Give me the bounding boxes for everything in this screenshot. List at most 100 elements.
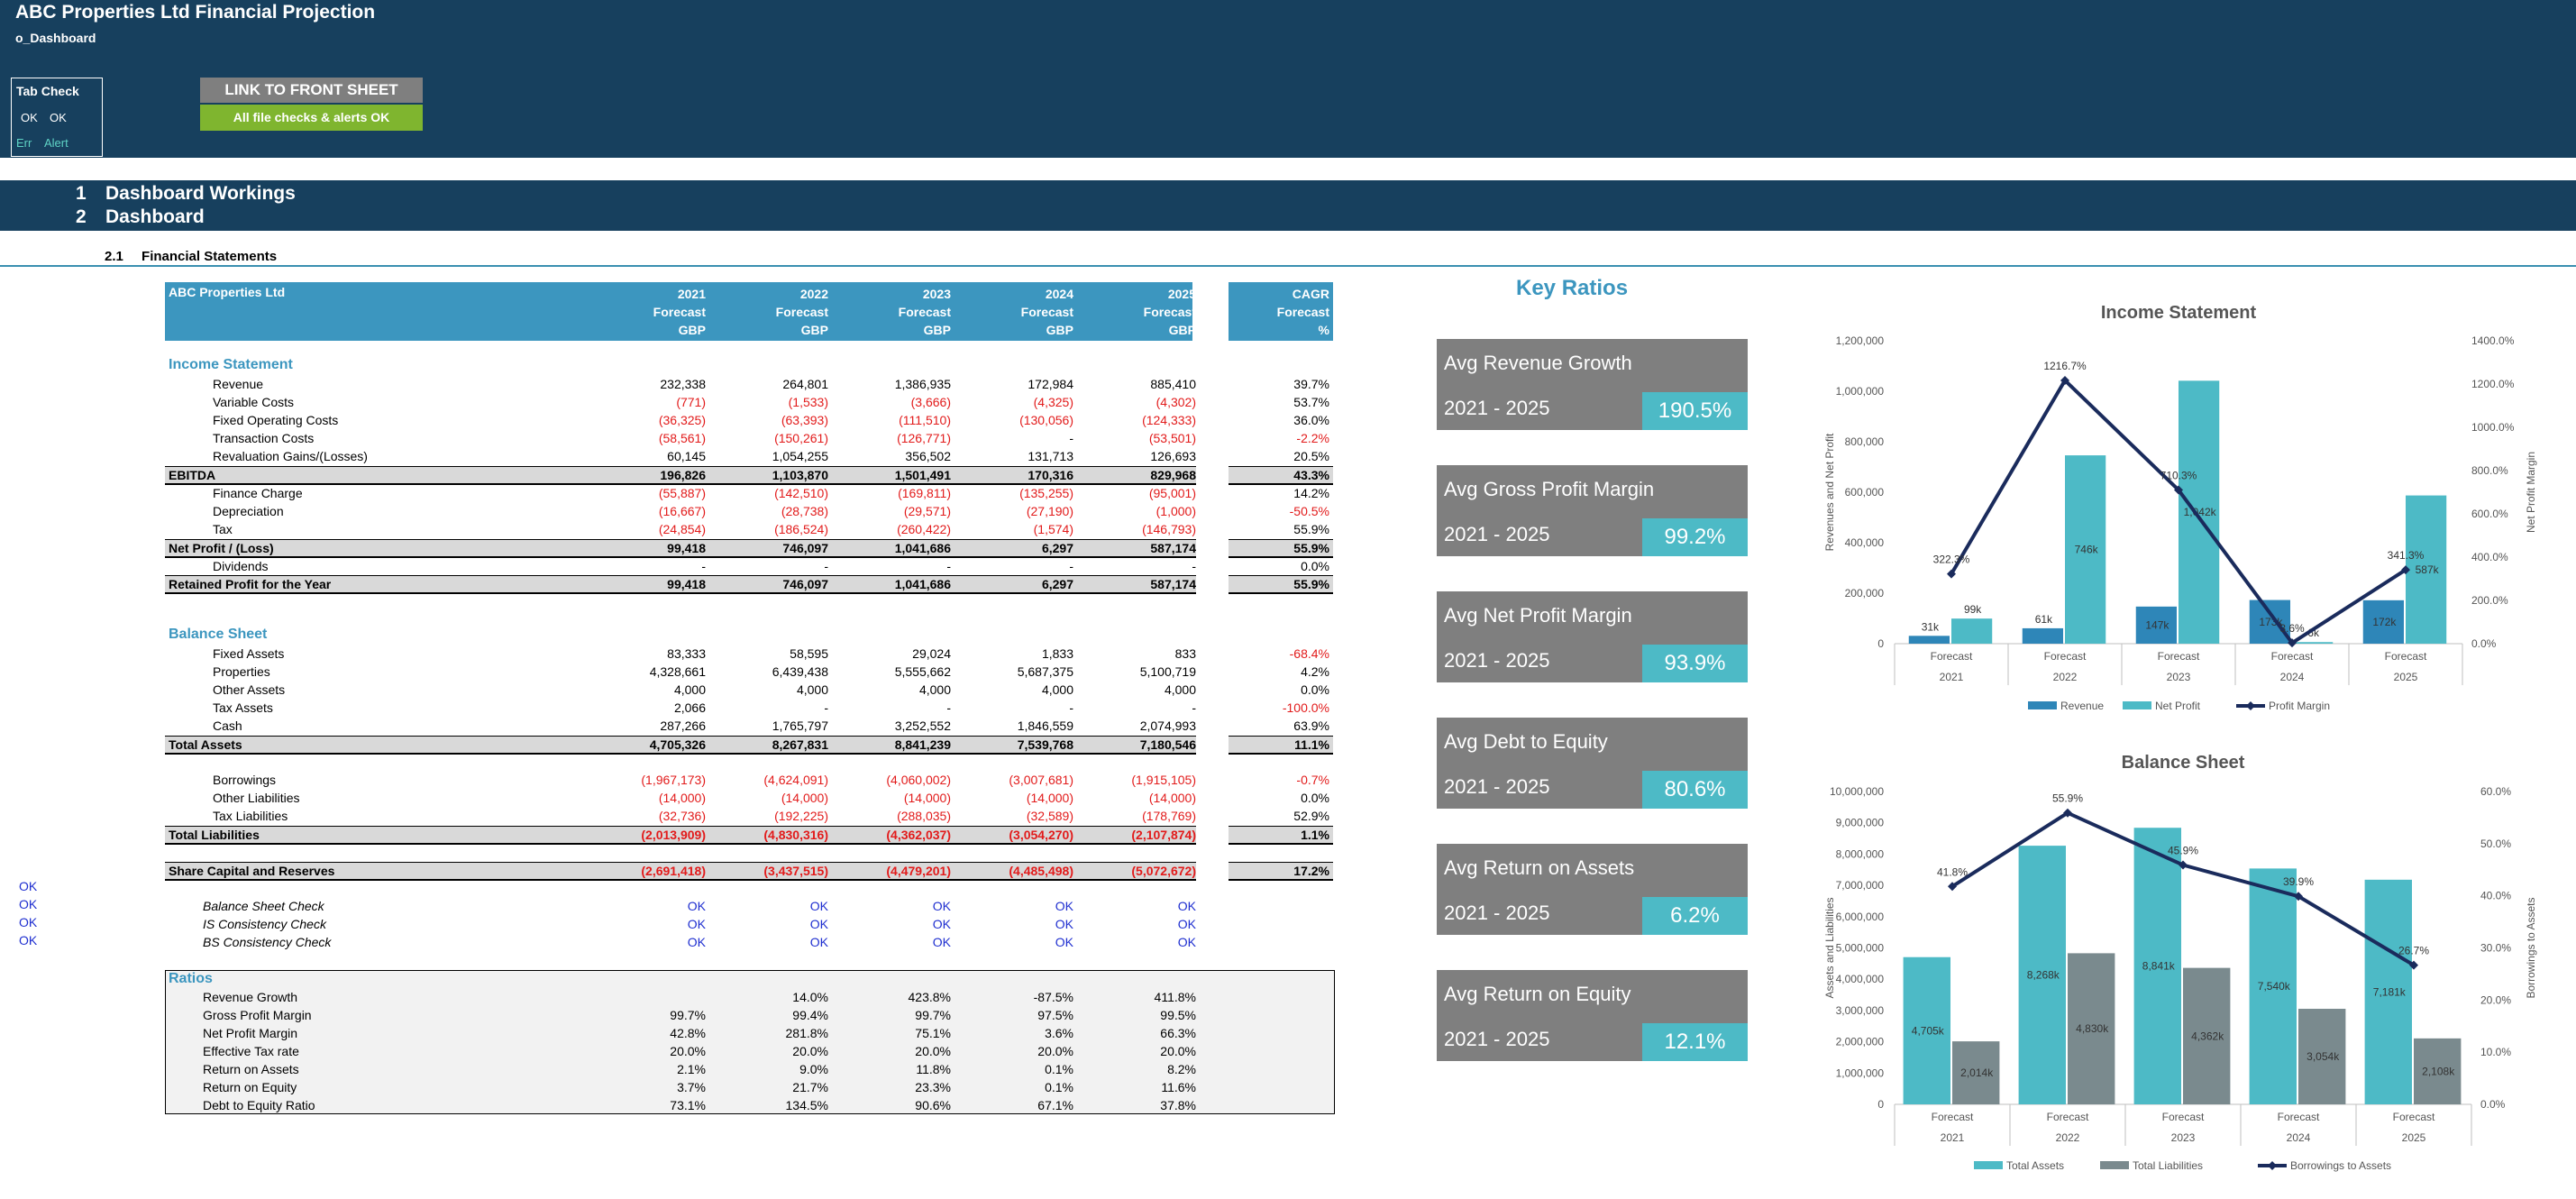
chart-bar — [2179, 380, 2220, 644]
row-value: (186,524) — [774, 522, 828, 536]
row-label: Return on Assets — [203, 1062, 299, 1076]
row-value: 746,097 — [782, 577, 828, 591]
row-label: Revenue — [213, 377, 264, 391]
subsection-number: 2.1 — [105, 249, 123, 264]
legend-label: Total Liabilities — [2133, 1159, 2203, 1172]
row-value: (2,107,874) — [1131, 828, 1196, 842]
row-gap — [1196, 466, 1229, 485]
row-value: (4,302) — [1156, 395, 1196, 409]
row-value: 885,410 — [1150, 377, 1196, 391]
tab-check-ok: OK — [50, 111, 67, 124]
line-data-label: 39.9% — [2283, 875, 2314, 888]
row-value: OK — [1177, 917, 1196, 931]
row-value: 21.7% — [792, 1080, 828, 1094]
x-tick-sub-label: Forecast — [2047, 1111, 2089, 1123]
row-value: 99.7% — [670, 1008, 706, 1022]
key-ratio-label: Avg Revenue Growth — [1444, 352, 1632, 374]
row-value: (32,736) — [658, 809, 706, 823]
row-value: 5,100,719 — [1139, 664, 1196, 679]
y2-tick-label: 0.0% — [2480, 1098, 2506, 1111]
y-tick-label: 2,000,000 — [1836, 1036, 1885, 1048]
row-value: (58,561) — [658, 431, 706, 445]
x-tick-sub-label: Forecast — [2044, 650, 2087, 663]
key-ratio-card: Avg Return on Assets 2021 - 2025 6.2% — [1437, 844, 1748, 935]
row-value: (771) — [676, 395, 706, 409]
row-label: Other Assets — [213, 682, 286, 697]
app-title: ABC Properties Ltd Financial Projection — [15, 2, 376, 23]
currency-label: GBP — [1046, 323, 1073, 337]
row-cagr: 0.0% — [1301, 791, 1329, 805]
subsection-header: 2.1 Financial Statements — [105, 249, 277, 264]
row-cagr: 20.5% — [1293, 449, 1329, 463]
row-value: 29,024 — [912, 646, 951, 661]
x-tick-label: 2024 — [2287, 1131, 2311, 1144]
ratio-row: Debt to Equity Ratio 73.1% 134.5% 90.6% 67.1… — [165, 1096, 1333, 1114]
chart-bar — [2414, 1038, 2462, 1104]
ratio-row: Gross Profit Margin 99.7% 99.4% 99.7% 97.5% 9… — [165, 1006, 1333, 1024]
row-value: 58,595 — [790, 646, 828, 661]
section-2-link[interactable]: Dashboard — [105, 206, 205, 227]
row-value: - — [1192, 559, 1196, 573]
key-ratio-label: Avg Debt to Equity — [1444, 730, 1608, 753]
y-axis-title: Revenues and Net Profit — [1823, 433, 1836, 551]
row-value: (16,667) — [658, 504, 706, 518]
table-row: Properties 4,328,661 6,439,438 5,555,662 5,6… — [165, 663, 1333, 681]
subsection-title: Financial Statements — [142, 249, 278, 264]
row-value: - — [824, 700, 828, 715]
y-tick-label: 200,000 — [1845, 587, 1885, 600]
key-ratio-period: 2021 - 2025 — [1444, 1028, 1550, 1050]
y2-tick-label: 60.0% — [2480, 785, 2511, 798]
cagr-label: CAGR — [1292, 287, 1329, 301]
x-tick-sub-label: Forecast — [2393, 1111, 2435, 1123]
row-value: 8.2% — [1167, 1062, 1196, 1076]
y-tick-label: 1,000,000 — [1836, 385, 1885, 398]
chart-bar — [2068, 953, 2115, 1104]
forecast-label: Forecast — [653, 305, 706, 319]
bar-data-label: 2,108k — [2422, 1065, 2455, 1077]
row-value: 5,687,375 — [1017, 664, 1073, 679]
financial-table-header: ABC Properties Ltd 2021 Forecast GBP 2022… — [165, 282, 1333, 341]
row-value: - — [701, 559, 706, 573]
row-label: Borrowings — [213, 773, 277, 787]
row-value: 2,074,993 — [1139, 718, 1196, 733]
y-tick-label: 3,000,000 — [1836, 1004, 1885, 1017]
y-tick-label: 1,200,000 — [1836, 334, 1885, 347]
y2-tick-label: 1000.0% — [2471, 421, 2515, 434]
chart-bar — [2249, 600, 2290, 644]
table-row: Revaluation Gains/(Losses) 60,145 1,054,25… — [165, 447, 1333, 465]
row-cagr: -0.7% — [1296, 773, 1329, 787]
y2-axis-title: Net Profit Margin — [2525, 452, 2537, 533]
forecast-label: Forecast — [775, 305, 828, 319]
row-label: Fixed Assets — [213, 646, 285, 661]
row-value: OK — [1177, 899, 1196, 913]
bar-data-label: 4,830k — [2076, 1022, 2109, 1035]
row-value: 42.8% — [670, 1026, 706, 1040]
x-tick-sub-label: Forecast — [1931, 650, 1973, 663]
section-1-link[interactable]: Dashboard Workings — [105, 183, 296, 204]
row-cagr: 52.9% — [1293, 809, 1329, 823]
row-value: 3,252,552 — [894, 718, 951, 733]
table-row: Cash 287,266 1,765,797 3,252,552 1,846,559 2,… — [165, 717, 1333, 735]
row-value: (1,574) — [1033, 522, 1073, 536]
key-ratio-card: Avg Return on Equity 2021 - 2025 12.1% — [1437, 970, 1748, 1061]
link-to-front-sheet-button[interactable]: LINK TO FRONT SHEET — [200, 78, 423, 103]
row-value: (192,225) — [774, 809, 828, 823]
row-value: 2,066 — [673, 700, 706, 715]
section-2-number: 2 — [76, 206, 87, 227]
row-value: 833 — [1174, 646, 1196, 661]
row-value: 60,145 — [667, 449, 706, 463]
row-value: (124,333) — [1142, 413, 1196, 427]
row-value: 196,826 — [660, 468, 706, 482]
row-value: (5,072,672) — [1131, 864, 1196, 878]
check-row: BS Consistency Check OK OK OK OK OK — [165, 933, 1333, 951]
company-name: ABC Properties Ltd — [169, 285, 286, 299]
x-tick-sub-label: Forecast — [2385, 650, 2427, 663]
bar-data-label: 172k — [2372, 616, 2397, 628]
x-tick-label: 2021 — [1941, 1131, 1965, 1144]
y-tick-label: 6,000,000 — [1836, 911, 1885, 923]
equity-row: Share Capital and Reserves (2,691,418) (3,… — [165, 862, 1333, 881]
row-value: (63,393) — [781, 413, 828, 427]
row-label: Retained Profit for the Year — [169, 577, 332, 591]
row-value: OK — [687, 899, 706, 913]
row-value: - — [1069, 559, 1073, 573]
